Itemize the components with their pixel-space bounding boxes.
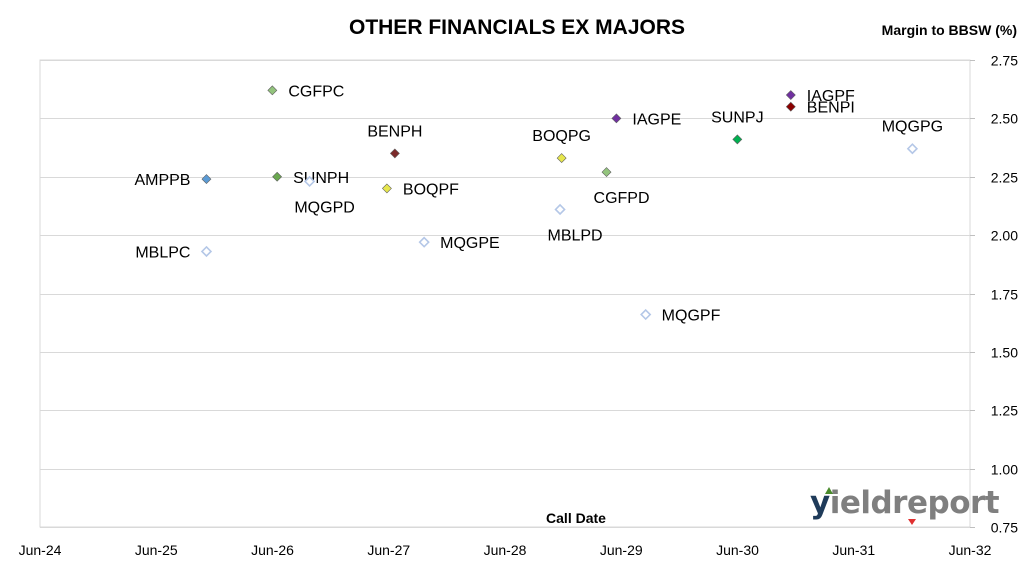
x-tick-label: Jun-24 bbox=[19, 542, 62, 558]
y-tick-label: 0.75 bbox=[991, 520, 1018, 536]
data-point-mqgpg bbox=[906, 143, 919, 155]
x-tick-label: Jun-28 bbox=[484, 542, 527, 558]
data-label-benpi: BENPI bbox=[807, 100, 855, 117]
data-label-mblpd: MBLPD bbox=[547, 227, 602, 244]
data-label-mblpc: MBLPC bbox=[135, 244, 190, 261]
logo-first-letter: y bbox=[810, 485, 830, 521]
x-tick-label: Jun-29 bbox=[600, 542, 643, 558]
x-tick-label: Jun-32 bbox=[949, 542, 992, 558]
data-label-iagpf: IAGPF bbox=[807, 88, 855, 105]
data-point-iagpe bbox=[611, 113, 622, 124]
data-point-mqgpd bbox=[303, 175, 316, 188]
x-tick-label: Jun-25 bbox=[135, 542, 178, 558]
data-label-cgfpd: CGFPD bbox=[594, 190, 650, 207]
x-tick-label: Jun-26 bbox=[251, 542, 294, 558]
data-label-iagpe: IAGPE bbox=[632, 111, 681, 128]
logo-rest: ieldreport bbox=[829, 485, 1000, 521]
data-label-mqgpd: MQGPD bbox=[294, 199, 354, 216]
y-tick-label: 1.50 bbox=[991, 345, 1018, 361]
y-axis-label: Margin to BBSW (%) bbox=[881, 22, 1017, 38]
data-label-boqpf: BOQPF bbox=[403, 181, 459, 198]
data-point-mblpc bbox=[200, 245, 213, 258]
y-tick-label: 1.75 bbox=[991, 287, 1018, 303]
data-point-sunph bbox=[272, 171, 283, 182]
y-tick-label: 2.00 bbox=[991, 228, 1018, 244]
data-label-mqgpe: MQGPE bbox=[440, 235, 500, 252]
data-point-iagpf bbox=[785, 90, 796, 100]
data-point-mqgpe bbox=[418, 236, 430, 248]
data-label-benph: BENPH bbox=[367, 123, 422, 140]
data-point-cgfpc bbox=[267, 85, 278, 96]
data-label-sunph: SUNPH bbox=[293, 170, 349, 187]
x-tick-label: Jun-31 bbox=[832, 542, 875, 558]
data-point-boqpg bbox=[556, 153, 567, 163]
data-label-mqgpf: MQGPF bbox=[662, 308, 721, 325]
data-label-boqpg: BOQPG bbox=[532, 128, 591, 145]
plot-border bbox=[39, 59, 971, 528]
x-tick-label: Jun-27 bbox=[367, 542, 410, 558]
data-point-sunpj bbox=[732, 134, 743, 145]
y-tick-label: 2.75 bbox=[991, 53, 1018, 69]
logo-marker-icon bbox=[908, 519, 916, 525]
data-point-amppb bbox=[201, 174, 212, 185]
data-point-mqgpf bbox=[640, 308, 652, 321]
chart-title: OTHER FINANCIALS EX MAJORS bbox=[348, 16, 686, 39]
data-label-sunpj: SUNPJ bbox=[711, 109, 763, 126]
yieldreport-logo: yieldreport bbox=[810, 485, 1000, 521]
data-point-cgfpd bbox=[601, 167, 612, 178]
data-label-cgfpc: CGFPC bbox=[288, 83, 344, 100]
y-tick-label: 1.25 bbox=[991, 403, 1018, 419]
y-tick-label: 2.50 bbox=[991, 111, 1018, 127]
data-point-boqpf bbox=[381, 183, 392, 194]
data-point-benph bbox=[389, 148, 400, 159]
data-label-mqgpg: MQGPG bbox=[882, 119, 943, 136]
data-label-amppb: AMPPB bbox=[134, 172, 190, 189]
y-tick-label: 2.25 bbox=[991, 170, 1018, 186]
data-point-mblpd bbox=[554, 203, 566, 216]
x-tick-label: Jun-30 bbox=[716, 542, 759, 558]
data-point-benpi bbox=[785, 101, 796, 112]
y-tick-label: 1.00 bbox=[991, 462, 1018, 478]
x-axis-label: Call Date bbox=[546, 510, 606, 526]
logo-accent-icon bbox=[825, 487, 833, 494]
